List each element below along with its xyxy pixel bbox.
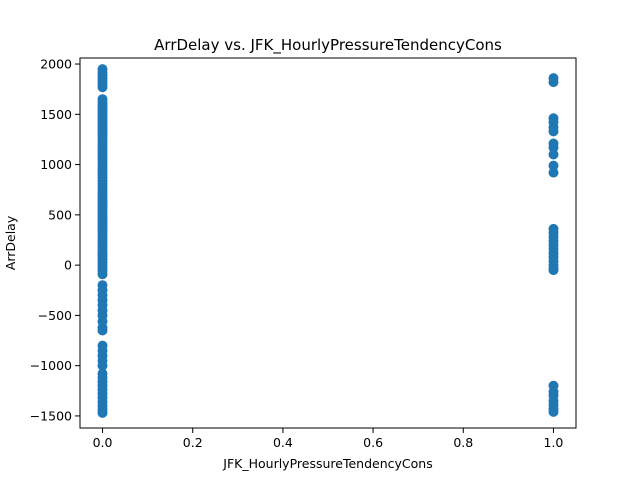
x-tick-label: 0.2 <box>183 435 203 450</box>
data-point <box>548 126 559 137</box>
data-points <box>97 64 559 418</box>
plot-area-frame <box>79 57 577 429</box>
y-tick-label: 1000 <box>40 157 72 172</box>
y-axis-label: ArrDelay <box>3 215 18 270</box>
x-tick-label: 0.6 <box>363 435 383 450</box>
data-point <box>548 406 559 417</box>
data-point <box>548 167 559 178</box>
chart-title: ArrDelay vs. JFK_HourlyPressureTendencyC… <box>154 36 502 55</box>
data-point <box>548 142 559 153</box>
x-tick-label: 1.0 <box>544 435 564 450</box>
y-tick-label: 1500 <box>40 107 72 122</box>
data-point <box>97 269 108 280</box>
data-point <box>97 360 108 371</box>
data-point <box>548 265 559 276</box>
x-axis: 0.0 0.2 0.4 0.6 0.8 1.0 <box>93 428 564 450</box>
data-point <box>97 407 108 418</box>
x-tick-label: 0.8 <box>453 435 473 450</box>
data-point <box>548 160 559 171</box>
y-tick-label: −1500 <box>30 408 72 423</box>
data-point <box>97 82 108 93</box>
data-point <box>97 325 108 336</box>
data-point <box>548 77 559 88</box>
y-tick-label: −1000 <box>30 358 72 373</box>
y-axis: −1500 −1000 −500 0 500 1000 1500 2000 <box>30 57 80 423</box>
x-tick-label: 0.0 <box>93 435 113 450</box>
x-axis-label: JFK_HourlyPressureTendencyCons <box>222 456 432 471</box>
data-point <box>548 149 559 160</box>
y-tick-label: −500 <box>38 308 72 323</box>
y-tick-label: 0 <box>64 258 72 273</box>
y-tick-label: 2000 <box>40 57 72 72</box>
y-tick-label: 500 <box>48 207 72 222</box>
x-tick-label: 0.4 <box>273 435 293 450</box>
